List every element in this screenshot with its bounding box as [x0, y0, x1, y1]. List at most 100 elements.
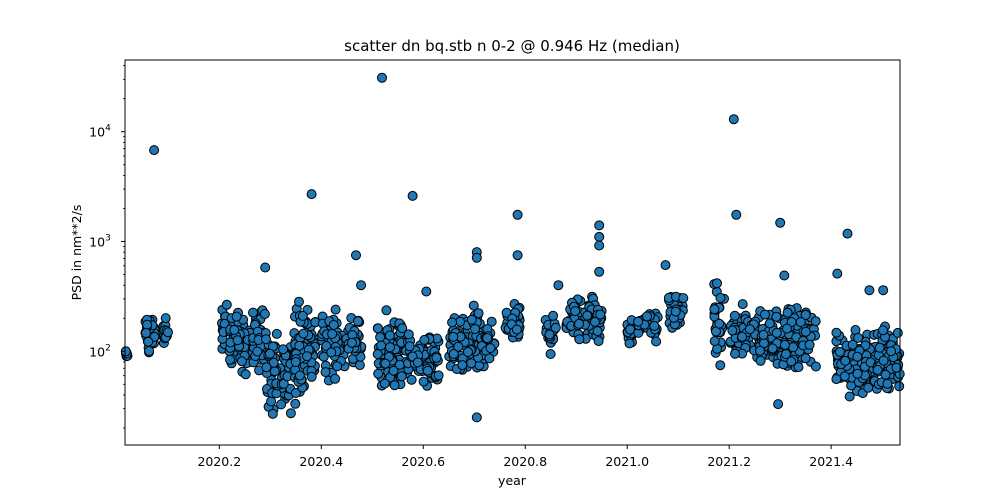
data-point: [404, 341, 415, 352]
data-point: [384, 330, 395, 341]
data-point: [160, 313, 171, 324]
data-point: [285, 408, 296, 419]
data-point: [886, 346, 897, 357]
data-point: [651, 336, 662, 347]
data-point: [709, 304, 720, 315]
data-point: [163, 327, 173, 338]
x-tick-label: 2020.4: [299, 454, 343, 469]
data-point: [294, 370, 305, 381]
data-point: [737, 331, 748, 342]
data-point: [457, 360, 468, 371]
data-point: [261, 362, 272, 373]
data-point: [880, 369, 891, 380]
data-point: [874, 342, 885, 353]
data-point: [594, 240, 605, 251]
data-point: [353, 316, 363, 327]
data-point: [782, 323, 792, 334]
data-point: [433, 370, 444, 381]
data-point: [482, 333, 493, 344]
data-point: [800, 353, 811, 364]
data-point: [771, 327, 782, 338]
data-point: [229, 325, 240, 335]
data-point: [737, 299, 748, 310]
plot-frame: [124, 59, 901, 446]
data-point: [840, 355, 851, 366]
data-point: [143, 336, 154, 347]
data-point: [278, 344, 289, 355]
data-point: [872, 364, 883, 375]
data-point: [715, 360, 726, 371]
data-point: [388, 365, 399, 376]
data-point: [221, 299, 232, 310]
data-point: [755, 355, 766, 366]
x-tick-label: 2020.8: [503, 454, 547, 469]
data-point: [269, 366, 280, 377]
data-point: [351, 250, 361, 261]
y-tick-label: 102: [89, 343, 111, 359]
data-point: [240, 369, 251, 380]
data-point: [248, 307, 258, 318]
data-point: [377, 72, 387, 83]
data-point: [832, 268, 843, 279]
data-point: [729, 310, 740, 321]
data-point: [511, 324, 522, 335]
data-point: [882, 378, 893, 389]
data-point: [570, 306, 581, 317]
x-tick-label: 2021.2: [707, 454, 751, 469]
data-point: [267, 408, 278, 419]
data-point: [412, 357, 423, 368]
data-point: [431, 352, 442, 363]
data-point: [835, 347, 845, 357]
data-point: [373, 368, 384, 379]
data-point: [715, 292, 726, 303]
data-point: [779, 270, 790, 281]
data-point: [421, 286, 432, 297]
data-point: [633, 316, 644, 327]
data-point: [842, 228, 853, 239]
y-axis-label: PSD in nm**2/s: [69, 205, 84, 301]
data-point: [302, 351, 312, 362]
data-point: [512, 250, 523, 261]
data-point: [810, 316, 821, 327]
data-point: [448, 348, 459, 359]
data-point: [260, 262, 271, 273]
data-point: [389, 380, 400, 391]
data-point: [346, 337, 357, 348]
data-point: [512, 209, 523, 220]
x-axis-ticks: 2020.2 2020.4 2020.6 2020.8 2021.0 2021.2 2021…: [197, 445, 853, 469]
data-point: [486, 316, 497, 327]
data-point: [328, 320, 339, 330]
data-point: [394, 359, 405, 370]
data-point: [779, 339, 790, 350]
data-point: [731, 209, 742, 220]
data-point: [891, 362, 902, 373]
data-point: [327, 329, 338, 339]
data-point: [485, 343, 496, 354]
data-point: [775, 217, 786, 228]
data-point: [231, 311, 242, 322]
data-point: [468, 300, 479, 311]
data-point: [453, 341, 464, 352]
data-point: [403, 329, 414, 340]
y-tick-label: 103: [89, 233, 111, 249]
data-point: [372, 349, 383, 360]
data-point: [755, 345, 765, 356]
data-point: [471, 412, 482, 423]
data-point: [545, 349, 556, 359]
data-point: [396, 371, 407, 382]
data-point: [786, 356, 797, 367]
data-point: [892, 327, 903, 338]
data-point: [781, 349, 791, 360]
data-point: [484, 353, 495, 364]
data-point: [261, 334, 271, 345]
x-axis-label: year: [498, 473, 527, 488]
data-point: [804, 339, 815, 350]
data-point: [376, 340, 387, 351]
data-point: [266, 396, 277, 407]
data-point: [574, 318, 585, 329]
data-point: [141, 328, 151, 338]
data-point: [447, 317, 458, 328]
data-point: [800, 326, 811, 337]
data-point: [418, 376, 429, 387]
data-point: [466, 314, 477, 325]
